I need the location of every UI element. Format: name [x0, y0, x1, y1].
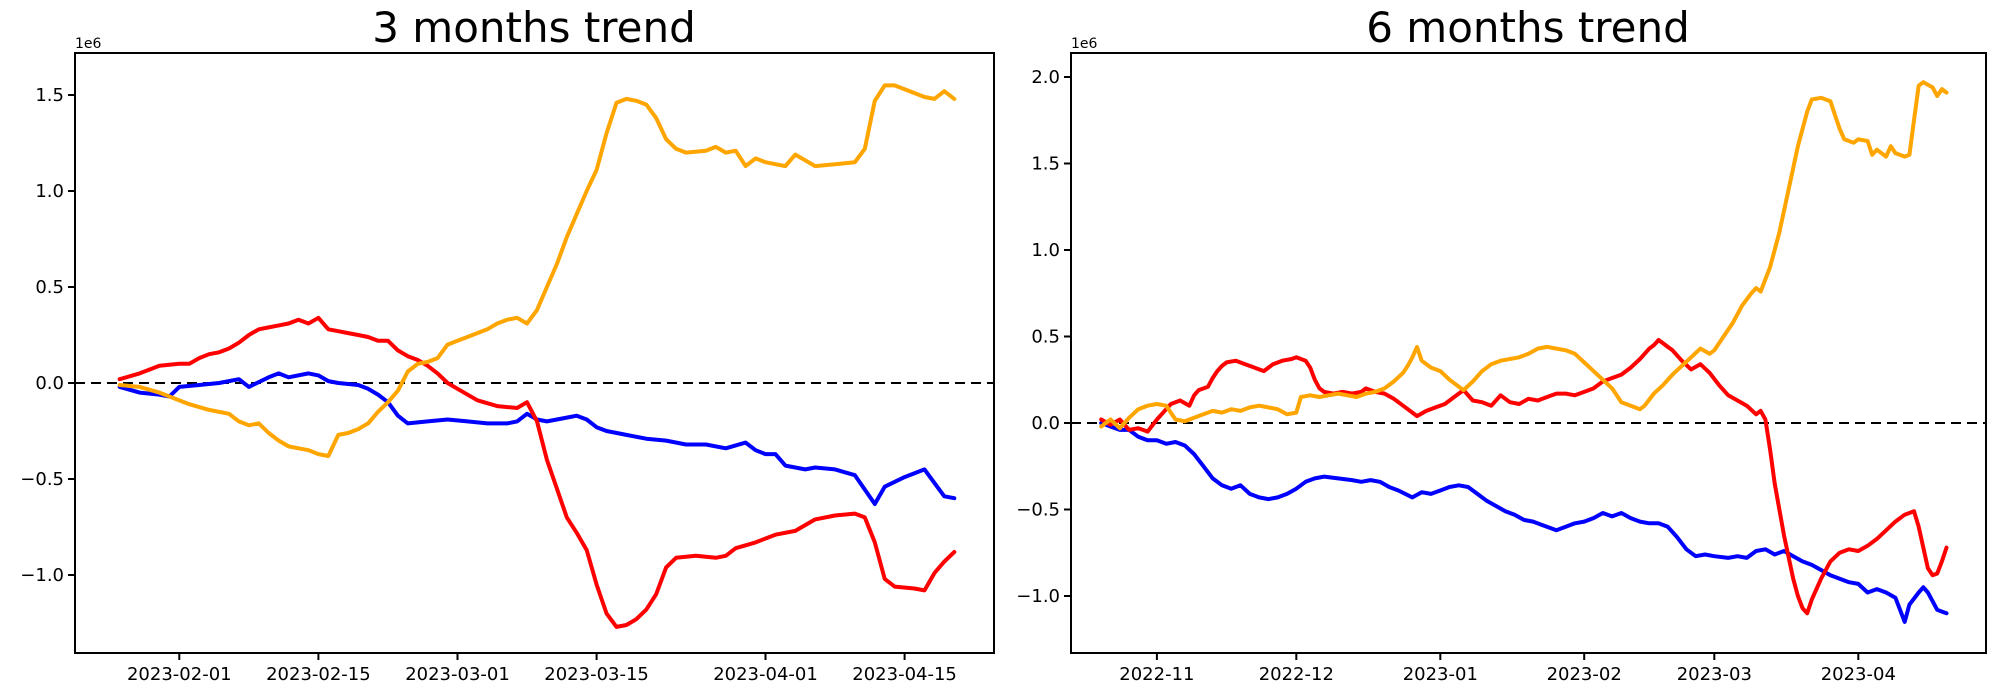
series-line-blue: [1099, 421, 1949, 624]
plot-border: [74, 52, 995, 654]
y-tick-label: 0.0: [35, 373, 64, 394]
y-tick-label: 1.5: [35, 85, 64, 106]
x-tick-label: 2023-03-15: [544, 664, 649, 685]
y-tick-label: 0.5: [1031, 327, 1060, 348]
y-tick-label: 2.0: [1031, 67, 1060, 88]
y-tick-label: 1.0: [1031, 240, 1060, 261]
right-chart-axes: 2022-11 2022-12 2023-01 2023-02 2023-03 2023-…: [1016, 52, 1987, 685]
x-tick-label: 2022-11: [1119, 664, 1194, 685]
series-line-red: [117, 315, 957, 629]
x-tick-label: 2023-01: [1403, 664, 1478, 685]
x-tick-label: 2023-02-15: [266, 664, 371, 685]
x-tick-label: 2023-04: [1821, 664, 1896, 685]
plot-border: [1070, 52, 1987, 654]
left-chart-panel: 3 months trend 1e6 2023-02-01 2023-02-15 2…: [20, 3, 995, 685]
x-tick-label: 2023-04-01: [713, 664, 818, 685]
x-tick-label: 2023-02-01: [127, 664, 232, 685]
x-tick-label: 2023-02: [1547, 664, 1622, 685]
series-line-red: [1099, 338, 1949, 616]
left-chart-axes: 2023-02-01 2023-02-15 2023-03-01 2023-03-15…: [20, 52, 995, 685]
x-tick-label: 2023-03-01: [405, 664, 510, 685]
x-tick-label: 2022-12: [1259, 664, 1334, 685]
left-chart-title: 3 months trend: [372, 3, 696, 52]
left-axis-offset-label: 1e6: [75, 36, 102, 52]
series-line-blue: [117, 371, 957, 506]
series-line-orange: [117, 83, 957, 458]
right-chart-title: 6 months trend: [1366, 3, 1690, 52]
y-tick-label: 1.0: [35, 181, 64, 202]
series-line-orange: [1099, 80, 1949, 431]
y-tick-label: 1.5: [1031, 154, 1060, 175]
right-chart-panel: 6 months trend 1e6 2022-11 2022-12 2023-01…: [1016, 3, 1987, 685]
y-tick-label: −0.5: [20, 469, 64, 490]
y-tick-label: 0.5: [35, 277, 64, 298]
x-tick-label: 2023-03: [1677, 664, 1752, 685]
y-tick-label: −0.5: [1016, 500, 1060, 521]
y-tick-label: 0.0: [1031, 413, 1060, 434]
right-axis-offset-label: 1e6: [1071, 36, 1098, 52]
y-tick-label: −1.0: [1016, 586, 1060, 607]
y-tick-label: −1.0: [20, 565, 64, 586]
x-tick-label: 2023-04-15: [852, 664, 957, 685]
